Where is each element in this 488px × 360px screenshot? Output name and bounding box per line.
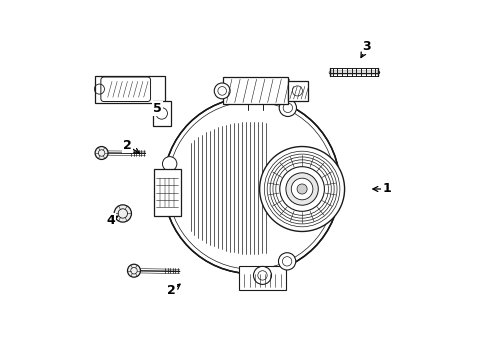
Circle shape — [163, 97, 339, 274]
FancyBboxPatch shape — [223, 77, 287, 104]
Circle shape — [259, 147, 344, 231]
Text: 3: 3 — [362, 40, 370, 53]
Circle shape — [114, 205, 131, 222]
Circle shape — [279, 99, 296, 117]
Circle shape — [214, 83, 230, 99]
FancyBboxPatch shape — [153, 169, 180, 216]
Circle shape — [95, 147, 108, 159]
Text: 2: 2 — [167, 284, 176, 297]
Text: 4: 4 — [106, 214, 115, 227]
FancyBboxPatch shape — [287, 81, 307, 101]
Circle shape — [253, 266, 271, 284]
Circle shape — [285, 173, 318, 205]
Text: 2: 2 — [123, 139, 132, 152]
Circle shape — [162, 157, 177, 171]
FancyBboxPatch shape — [95, 76, 165, 103]
Circle shape — [291, 178, 312, 200]
Circle shape — [296, 184, 306, 194]
Circle shape — [279, 167, 324, 211]
FancyBboxPatch shape — [101, 77, 150, 102]
Text: 1: 1 — [382, 183, 390, 195]
Text: 5: 5 — [153, 102, 162, 115]
Circle shape — [278, 253, 295, 270]
FancyBboxPatch shape — [152, 101, 171, 126]
Circle shape — [127, 264, 140, 277]
FancyBboxPatch shape — [239, 266, 285, 290]
